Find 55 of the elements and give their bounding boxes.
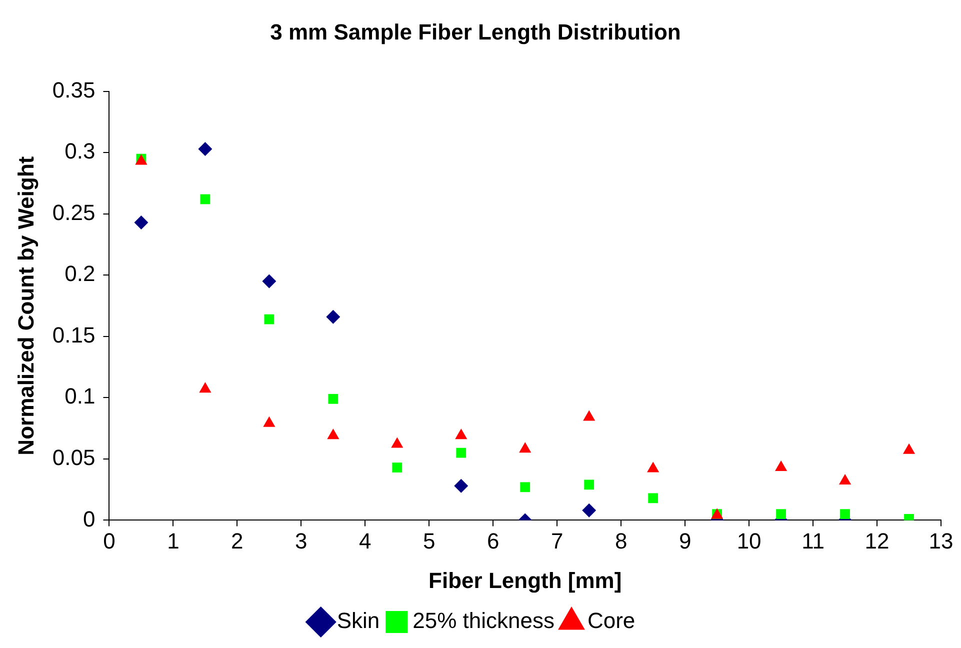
x-tick-label: 10 — [736, 528, 762, 554]
x-tick-label: 11 — [802, 528, 824, 554]
point — [584, 480, 594, 490]
point — [263, 416, 276, 427]
point — [456, 448, 466, 458]
point — [200, 194, 210, 204]
y-tick-label: 0.15 — [52, 322, 96, 348]
x-tick-label: 2 — [231, 528, 244, 554]
point — [328, 394, 338, 404]
point — [647, 462, 660, 472]
point — [583, 410, 596, 421]
chart-title: 3 mm Sample Fiber Length Distribution — [270, 19, 681, 44]
point — [262, 274, 276, 288]
y-tick-label: 0.1 — [64, 384, 96, 409]
point — [774, 460, 788, 472]
legend-label: 25% thickness — [412, 608, 554, 634]
point — [776, 509, 786, 520]
point — [327, 428, 340, 440]
y-tick-label: 0.25 — [52, 200, 96, 225]
point — [902, 443, 916, 454]
legend-label: Core — [587, 608, 636, 634]
x-tick-label: 8 — [614, 528, 628, 554]
point — [838, 474, 852, 484]
x-tick-label: 1 — [167, 528, 180, 554]
point — [519, 442, 532, 453]
point — [648, 493, 658, 504]
x-tick-label: 13 — [928, 528, 954, 554]
x-tick-label: 5 — [423, 528, 436, 554]
point — [391, 437, 404, 448]
x-tick-label: 6 — [486, 528, 500, 554]
x-tick-label: 9 — [678, 528, 692, 554]
legend-label: Skin — [336, 608, 380, 634]
x-axis-title: Fiber Length [mm] — [428, 568, 622, 593]
y-tick-label: 0.05 — [52, 445, 96, 470]
point — [454, 478, 468, 493]
y-tick-label: 0.35 — [52, 77, 96, 102]
x-tick-label: 3 — [295, 528, 308, 554]
point — [326, 310, 340, 324]
y-axis-title: Normalized Count by Weight — [13, 156, 38, 456]
point — [840, 509, 850, 520]
y-tick-label: 0 — [82, 506, 96, 532]
point — [264, 314, 274, 324]
point — [582, 503, 596, 518]
point — [455, 428, 468, 440]
x-tick-label: 12 — [864, 528, 890, 554]
y-tick-label: 0.3 — [64, 138, 96, 164]
point — [198, 142, 212, 156]
point — [199, 382, 212, 393]
x-tick-label: 7 — [550, 528, 564, 554]
x-tick-label: 4 — [359, 528, 372, 554]
point — [520, 482, 530, 492]
y-tick-label: 0.2 — [64, 261, 96, 286]
point — [392, 462, 402, 472]
x-tick-label: 0 — [103, 528, 116, 554]
point — [134, 215, 148, 230]
